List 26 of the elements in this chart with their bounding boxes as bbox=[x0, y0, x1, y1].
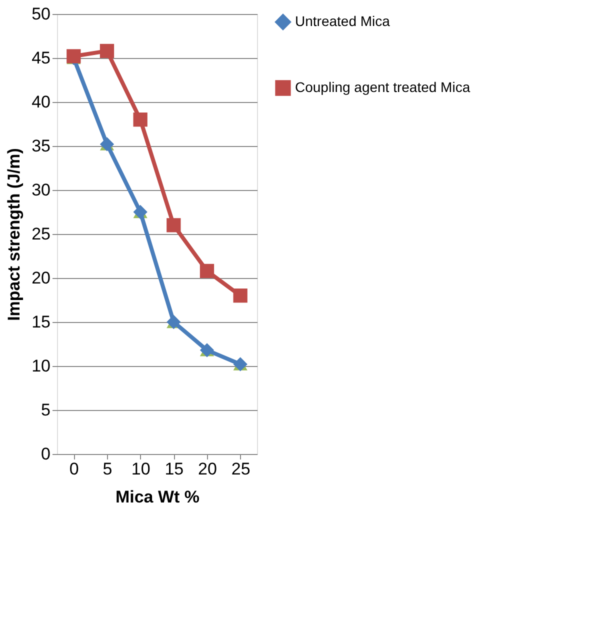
y-tick-label: 50 bbox=[32, 4, 50, 24]
point bbox=[133, 112, 148, 127]
y-tick-label: 45 bbox=[32, 48, 50, 68]
y-tick-label: 10 bbox=[32, 356, 50, 376]
y-axis-title: Impact strength (J/m) bbox=[4, 148, 24, 321]
legend-label: Coupling agent treated Mica bbox=[295, 79, 470, 95]
y-tick-label: 15 bbox=[32, 312, 50, 332]
point bbox=[100, 44, 114, 58]
y-tick-label: 0 bbox=[41, 444, 50, 464]
x-tick-label: 20 bbox=[198, 460, 217, 478]
y-tick-label: 5 bbox=[41, 400, 50, 420]
point bbox=[233, 288, 248, 303]
y-tick-label: 30 bbox=[32, 180, 50, 200]
legend-label: Untreated Mica bbox=[295, 13, 390, 29]
x-axis-title: Mica Wt % bbox=[115, 488, 200, 506]
point bbox=[200, 264, 214, 278]
y-tick-label: 25 bbox=[32, 224, 50, 244]
x-tick-label: 5 bbox=[102, 460, 112, 478]
x-tick-label: 0 bbox=[69, 460, 79, 478]
x-tick-label: 15 bbox=[164, 460, 184, 478]
y-tick-label: 20 bbox=[32, 268, 50, 288]
x-tick-label: 10 bbox=[131, 460, 150, 478]
x-tick-label: 25 bbox=[231, 460, 250, 478]
y-tick-label: 40 bbox=[32, 92, 50, 112]
y-tick-label: 35 bbox=[32, 136, 50, 156]
point bbox=[166, 218, 181, 232]
